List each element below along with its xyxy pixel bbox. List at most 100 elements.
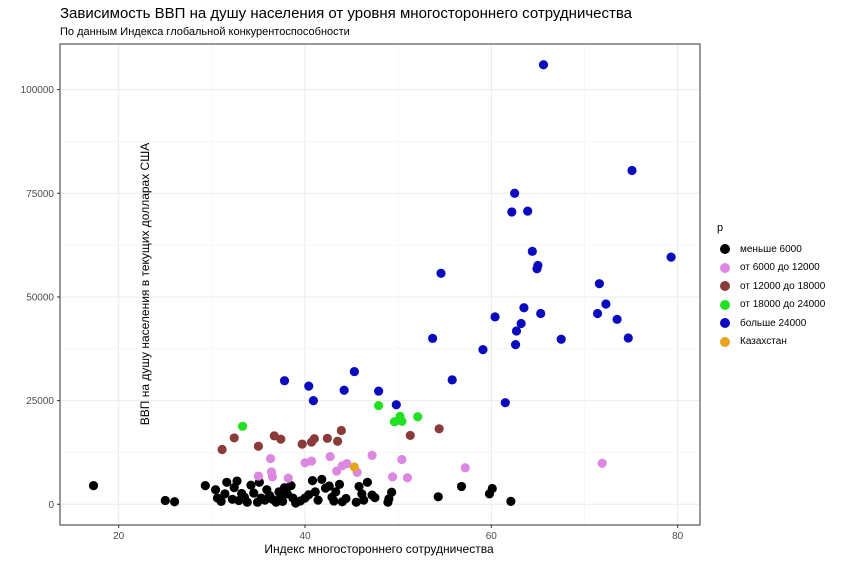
- data-point: [623, 333, 633, 343]
- data-point: [249, 488, 259, 498]
- axis-layer: 20 40 60 80 0 25000 50000 75000 100000: [21, 85, 684, 542]
- data-point: [276, 434, 286, 444]
- data-point: [308, 396, 318, 406]
- data-point: [354, 481, 364, 492]
- data-point: [242, 497, 252, 507]
- data-point: [341, 493, 351, 504]
- data-point: [397, 416, 407, 426]
- legend: p меньше 6000 от 6000 до 12000 от 12000 до…: [717, 222, 825, 351]
- legend-swatch: [720, 336, 730, 347]
- data-point: [267, 472, 278, 482]
- legend-swatch: [720, 281, 730, 292]
- data-point: [533, 260, 543, 271]
- data-point: [160, 495, 170, 506]
- legend-item: от 18000 до 24000: [717, 296, 825, 315]
- data-point: [237, 421, 248, 431]
- x-tick-label: 80: [672, 531, 684, 542]
- legend-label: больше 24000: [740, 317, 807, 329]
- data-point: [349, 462, 359, 472]
- legend-label: от 6000 до 12000: [740, 262, 820, 274]
- x-tick-label: 60: [486, 531, 498, 542]
- data-point: [265, 454, 276, 464]
- data-point: [374, 386, 384, 396]
- data-point: [612, 314, 622, 324]
- data-point: [307, 476, 318, 486]
- y-tick-label: 75000: [26, 189, 54, 200]
- data-point: [306, 456, 317, 466]
- y-tick-label: 100000: [21, 85, 55, 96]
- data-point: [220, 489, 230, 499]
- data-point: [339, 385, 349, 395]
- data-point: [506, 496, 516, 506]
- legend-swatch: [720, 244, 730, 255]
- data-point: [433, 492, 443, 502]
- data-point: [516, 318, 526, 329]
- x-tick-label: 20: [113, 531, 125, 542]
- data-point: [253, 471, 264, 481]
- data-point: [387, 487, 397, 497]
- legend-swatch: [720, 318, 730, 329]
- legend-swatch: [720, 299, 730, 310]
- y-tick-label: 50000: [26, 292, 54, 303]
- data-point: [666, 252, 676, 262]
- legend-label: меньше 6000: [740, 243, 802, 255]
- legend-label: от 12000 до 18000: [740, 280, 826, 292]
- data-point: [217, 444, 227, 455]
- legend-item: от 12000 до 18000: [717, 277, 825, 296]
- data-point: [283, 473, 293, 483]
- data-point: [402, 473, 413, 483]
- data-point: [334, 479, 345, 489]
- data-point: [594, 279, 604, 289]
- legend-item: больше 24000: [717, 314, 825, 333]
- legend-items: меньше 6000 от 6000 до 12000 от 12000 до 1…: [717, 240, 825, 351]
- data-point: [313, 495, 323, 505]
- grid-layer: [60, 44, 700, 525]
- data-point: [253, 441, 264, 451]
- data-point: [527, 246, 537, 256]
- data-point: [279, 376, 290, 386]
- data-point: [436, 268, 446, 278]
- data-point: [333, 436, 343, 446]
- data-point: [592, 308, 603, 319]
- data-point: [246, 480, 256, 490]
- data-point: [456, 481, 467, 492]
- data-point: [405, 430, 415, 441]
- data-point: [374, 400, 384, 411]
- data-point: [342, 459, 352, 469]
- data-point: [229, 433, 239, 443]
- data-point: [391, 400, 401, 410]
- data-point: [297, 439, 307, 449]
- legend-label: от 18000 до 24000: [740, 299, 826, 311]
- chart-title: Зависимость ВВП на душу населения от уро…: [60, 5, 632, 22]
- data-point: [387, 472, 398, 482]
- y-tick-label: 25000: [26, 396, 54, 407]
- data-point: [413, 412, 423, 422]
- data-point: [278, 496, 288, 506]
- data-point: [510, 340, 521, 350]
- data-point: [309, 434, 319, 444]
- x-axis-label: Индекс многостороннего сотрудничества: [264, 542, 494, 556]
- data-point: [519, 303, 529, 313]
- panel-border: [59, 43, 701, 526]
- data-point: [222, 477, 232, 487]
- data-point: [556, 334, 566, 344]
- data-point: [349, 366, 359, 377]
- data-point: [428, 333, 438, 344]
- data-point: [367, 450, 377, 460]
- y-axis-label: ВВП на душу населения в текущих долларах…: [138, 142, 153, 426]
- data-point: [478, 345, 488, 355]
- chart-subtitle: По данным Индекса глобальной конкурентос…: [60, 26, 350, 38]
- data-point: [490, 312, 500, 322]
- data-point: [362, 477, 373, 487]
- data-point: [232, 476, 242, 486]
- data-point: [200, 481, 210, 491]
- data-point: [370, 493, 380, 503]
- data-point: [536, 308, 546, 319]
- legend-item: Казахстан: [717, 333, 825, 352]
- data-point: [397, 454, 407, 465]
- legend-item: меньше 6000: [717, 240, 825, 259]
- data-point: [487, 483, 497, 494]
- data-point: [434, 424, 444, 434]
- data-point: [447, 375, 457, 385]
